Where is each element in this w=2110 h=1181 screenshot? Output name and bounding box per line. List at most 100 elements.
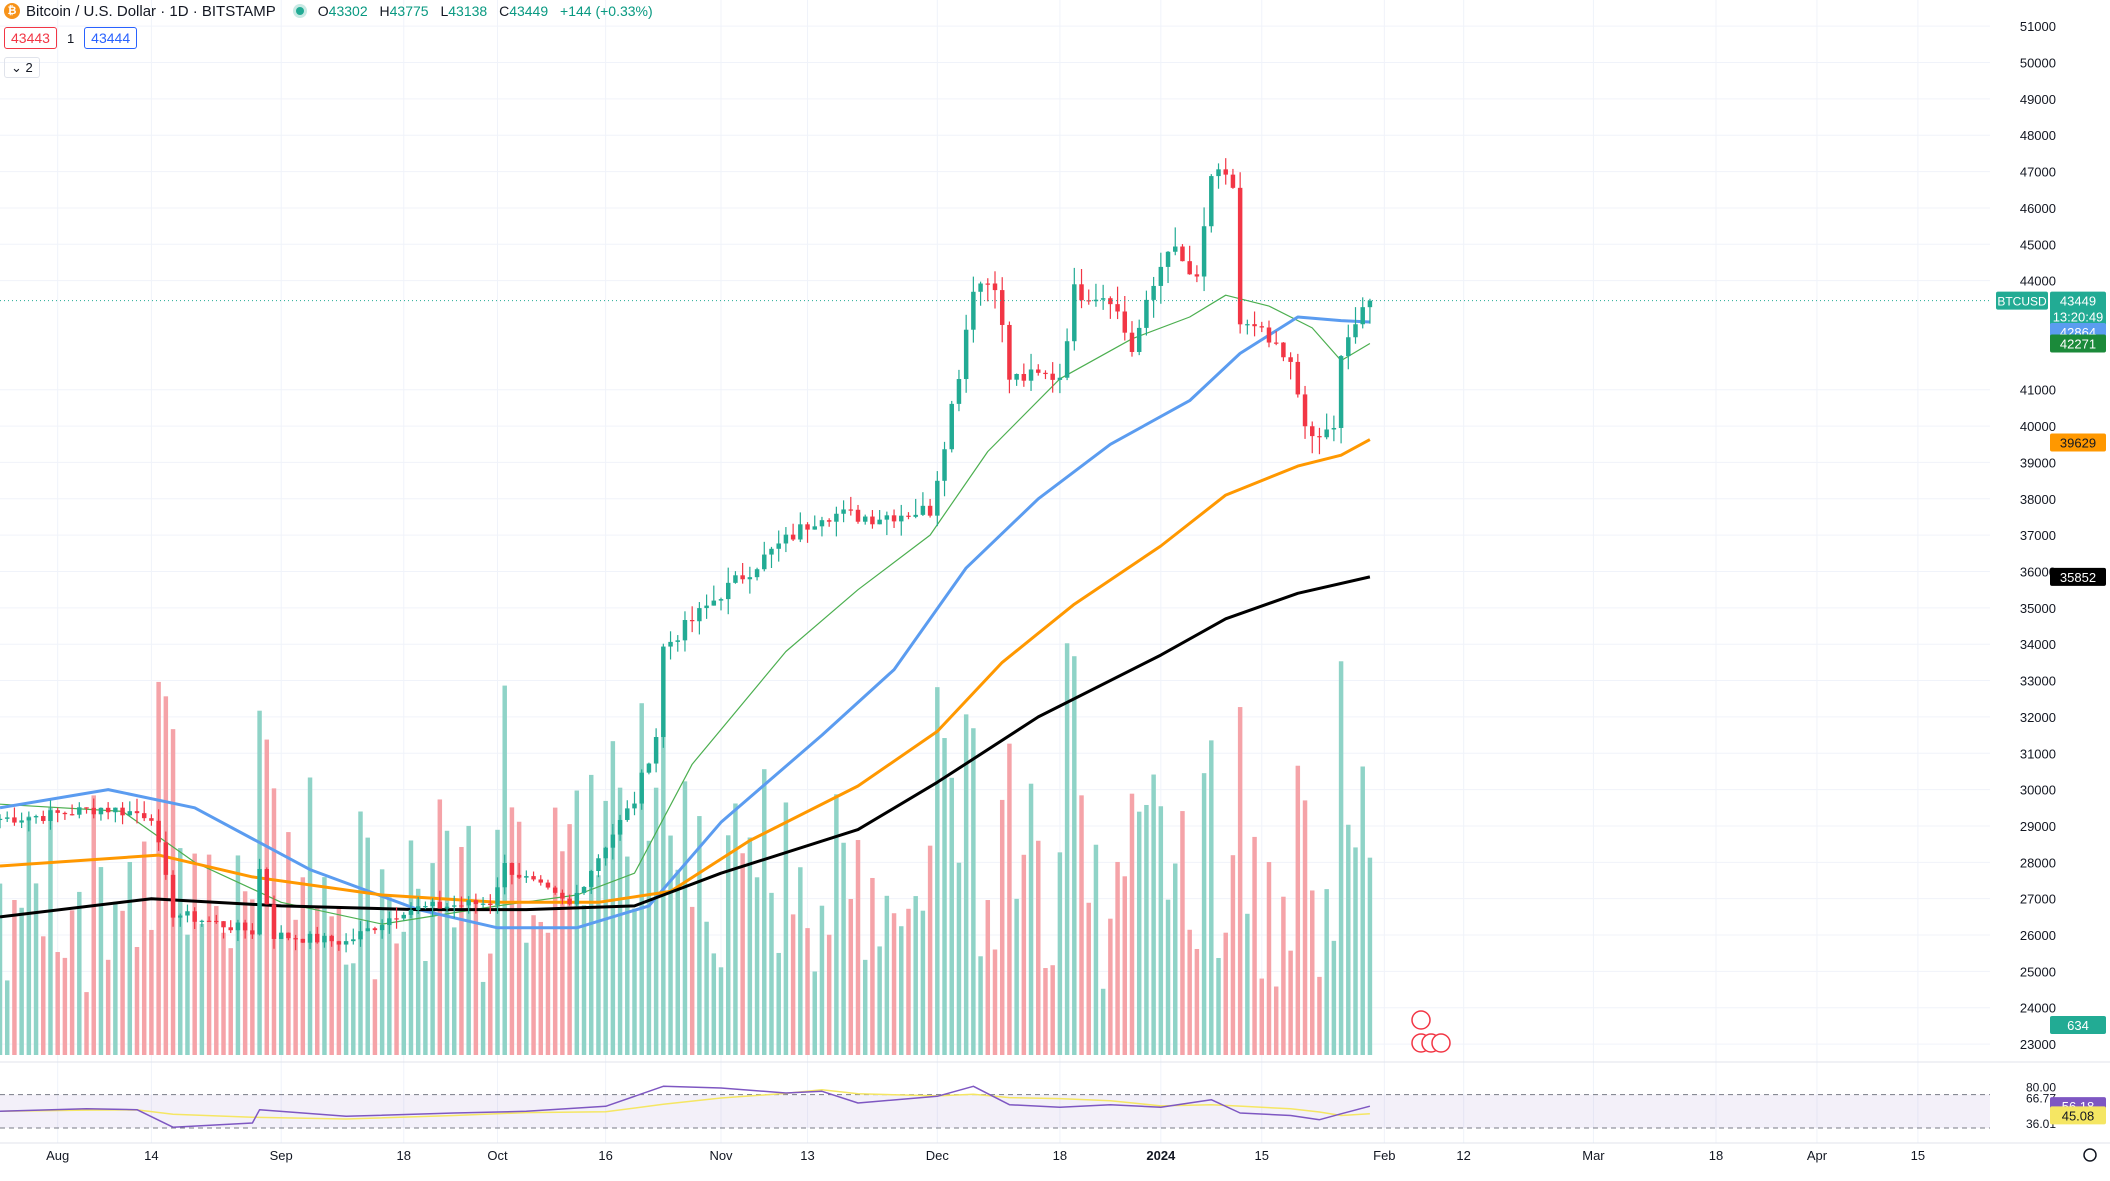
volume-bar — [935, 687, 940, 1055]
candle — [992, 283, 998, 291]
candle — [250, 930, 255, 935]
volume-bar — [4, 980, 10, 1055]
volume-bar — [632, 908, 637, 1055]
candle — [524, 876, 529, 878]
volume-bar — [1338, 661, 1344, 1055]
volume-bar — [545, 932, 551, 1055]
candle — [488, 903, 493, 906]
volume-bar — [509, 807, 515, 1055]
volume-bar — [459, 846, 464, 1055]
candle — [1324, 429, 1329, 438]
candle — [1346, 337, 1351, 357]
ma-orange-tag-bg — [2050, 433, 2106, 452]
volume-bar — [192, 853, 197, 1055]
candle — [1266, 327, 1272, 343]
candle — [379, 925, 385, 931]
volume-bar — [329, 916, 334, 1055]
candle — [170, 874, 176, 918]
volume-bar — [1129, 793, 1135, 1055]
volume-bar — [798, 867, 803, 1055]
volume-bar — [185, 934, 190, 1055]
volume-tag: 634 — [2067, 1018, 2089, 1033]
candle — [567, 898, 572, 905]
volume-bar — [725, 835, 731, 1055]
volume-bar — [12, 900, 17, 1055]
candle — [963, 329, 969, 380]
ma-black-tag-bg — [2050, 567, 2106, 586]
candle — [762, 554, 767, 570]
price-tick-label: 51000 — [2020, 19, 2056, 34]
candle — [596, 858, 601, 872]
symbol-title[interactable]: Bitcoin / U.S. Dollar · 1D · BITSTAMP — [26, 2, 276, 20]
candle — [1180, 246, 1185, 262]
candle — [978, 283, 983, 292]
volume-bar — [77, 891, 82, 1055]
volume-bar — [430, 863, 435, 1055]
indicators-toggle[interactable]: ⌄ 2 — [4, 57, 40, 78]
candle — [459, 905, 464, 907]
volume-bar — [55, 952, 60, 1055]
candle — [610, 834, 616, 848]
volume-bar — [1180, 811, 1185, 1055]
volume-bar — [1295, 765, 1301, 1055]
candle — [798, 524, 803, 540]
ma-black-line — [0, 575, 1371, 919]
volume-bar — [1086, 902, 1091, 1055]
candle — [682, 620, 688, 641]
volume-bar — [1353, 847, 1358, 1055]
volume-bar — [1245, 913, 1250, 1055]
volume-bar — [444, 830, 450, 1055]
volume-bar — [574, 790, 580, 1055]
candle — [278, 932, 284, 939]
volume-bar — [84, 992, 89, 1055]
candle — [1144, 299, 1149, 328]
time-tick-label: 12 — [1456, 1148, 1470, 1163]
volume-bar — [127, 861, 133, 1055]
candle — [329, 935, 334, 942]
rsi-ma-tag-bg — [2050, 1106, 2106, 1125]
candle — [221, 921, 226, 928]
candle — [697, 608, 702, 622]
price-tick-label: 48000 — [2020, 128, 2056, 143]
volume-bar — [704, 921, 709, 1055]
price-tick-label: 40000 — [2020, 419, 2056, 434]
volume-bar — [1064, 643, 1070, 1055]
candle — [1036, 369, 1041, 373]
candle — [927, 505, 933, 516]
volume-bar — [942, 738, 947, 1055]
sell-button[interactable]: 43443 — [4, 27, 57, 49]
volume-bar — [841, 842, 846, 1055]
candle — [257, 869, 262, 935]
buy-button[interactable]: 43444 — [84, 27, 138, 49]
candle — [870, 516, 875, 525]
candle — [430, 901, 435, 907]
candle — [841, 509, 846, 514]
candle — [84, 807, 89, 809]
price-tick-label: 47000 — [2020, 165, 2056, 180]
candle — [790, 534, 796, 540]
volume-bar — [1036, 840, 1041, 1055]
candle — [351, 939, 356, 942]
volume-bar — [1072, 656, 1077, 1055]
volume-bar — [610, 741, 616, 1055]
candle — [1173, 246, 1178, 252]
candle — [127, 811, 133, 816]
volume-bar — [365, 837, 370, 1055]
candle — [769, 548, 774, 555]
volume-bar — [286, 832, 291, 1055]
volume-bar — [1288, 950, 1293, 1055]
ma-orange-line — [0, 438, 1371, 904]
candle — [668, 641, 673, 647]
candle — [949, 403, 954, 450]
volume-bar — [884, 895, 890, 1055]
candle — [617, 819, 623, 835]
price-tick-label: 49000 — [2020, 92, 2056, 107]
volume-bar — [473, 900, 479, 1055]
us-flag-icon — [1431, 1033, 1451, 1053]
candle — [862, 516, 868, 522]
candle — [0, 818, 3, 821]
volume-bar — [1237, 707, 1243, 1055]
candle — [502, 863, 507, 888]
ma-blue-line — [0, 315, 1370, 930]
